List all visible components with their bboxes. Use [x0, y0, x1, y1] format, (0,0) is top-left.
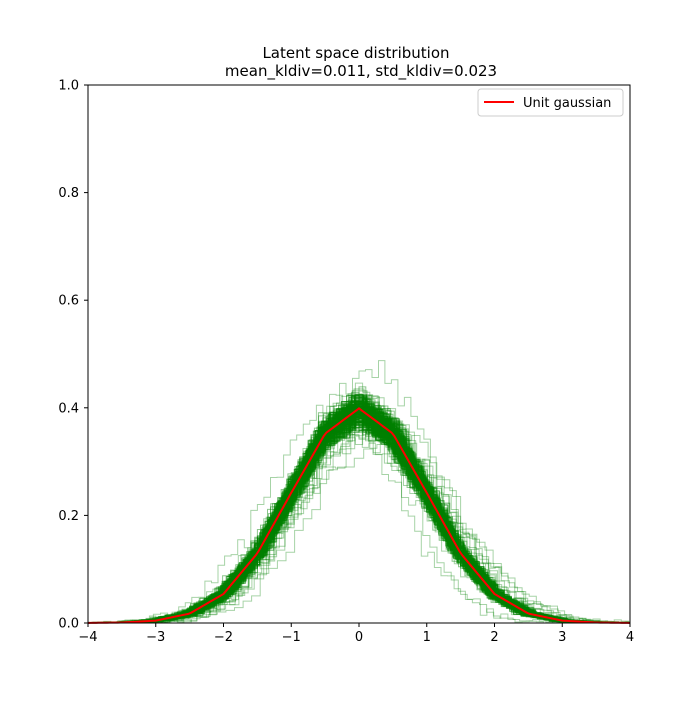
- histogram-step-line: [88, 415, 630, 624]
- histogram-step-line: [88, 400, 630, 624]
- histogram-step-line: [88, 412, 630, 624]
- histogram-step-line: [88, 415, 630, 624]
- x-tick-label: −3: [146, 630, 165, 645]
- histogram-step-line: [88, 409, 630, 624]
- histogram-step-line: [88, 409, 630, 624]
- histogram-step-line: [88, 407, 630, 624]
- histogram-step-line: [88, 399, 630, 624]
- histogram-step-line: [88, 360, 630, 624]
- y-axis: 0.0 0.2 0.4 0.6 0.8 1.0: [58, 79, 88, 632]
- x-tick-label: 4: [626, 630, 634, 645]
- x-tick-label: −1: [282, 630, 301, 645]
- x-tick-label: 3: [558, 630, 566, 645]
- legend: Unit gaussian: [477, 88, 624, 117]
- histogram-step-line: [88, 401, 630, 624]
- histogram-step-line: [88, 409, 630, 624]
- histogram-step-line: [88, 400, 630, 624]
- histogram-step-line: [88, 394, 630, 624]
- histogram-step-line: [88, 393, 630, 624]
- histogram-step-line: [88, 427, 630, 624]
- histogram-step-line: [88, 394, 630, 624]
- chart-title-line2: mean_kldiv=0.011, std_kldiv=0.023: [225, 62, 497, 81]
- histogram-step-line: [88, 423, 630, 624]
- histogram-step-line: [88, 394, 630, 624]
- histogram-step-line: [88, 422, 630, 624]
- histogram-step-line: [88, 405, 630, 624]
- x-tick-label: −4: [78, 630, 97, 645]
- histogram-step-line: [88, 401, 630, 624]
- histogram-step-line: [88, 400, 630, 624]
- histogram-step-line: [88, 408, 630, 624]
- y-tick-label: 0.2: [58, 509, 79, 524]
- histogram-step-line: [88, 406, 630, 624]
- histogram-step-line: [88, 395, 630, 624]
- histogram-step-line: [88, 398, 630, 624]
- x-axis: −4 −3 −2 −1 0 1 2 3 4: [78, 623, 634, 645]
- chart-title-line1: Latent space distribution: [262, 44, 449, 62]
- legend-label-unit-gaussian: Unit gaussian: [523, 96, 611, 111]
- plot-area: [88, 85, 630, 623]
- histogram-step-line: [88, 415, 630, 624]
- histogram-step-line: [88, 419, 630, 624]
- histogram-step-line: [88, 404, 630, 624]
- histogram-step-line: [88, 394, 630, 624]
- histogram-step-line: [88, 395, 630, 624]
- histogram-step-line: [87, 411, 630, 624]
- histogram-step-line: [88, 420, 630, 624]
- unit-gaussian-line: [87, 407, 631, 624]
- x-tick-label: 0: [355, 630, 363, 645]
- y-tick-label: 0.8: [58, 186, 79, 201]
- y-tick-label: 1.0: [58, 79, 79, 94]
- histogram-step-line: [88, 428, 630, 624]
- x-tick-label: 2: [490, 630, 498, 645]
- x-tick-label: −2: [214, 630, 233, 645]
- histogram-step-line: [88, 413, 630, 624]
- histogram-step-line: [88, 418, 630, 624]
- histogram-step-line: [88, 406, 630, 624]
- histogram-step-line: [88, 398, 630, 624]
- histogram-step-line: [88, 423, 630, 624]
- histogram-step-line: [88, 415, 630, 624]
- histogram-step-line: [88, 412, 630, 624]
- histogram-step-line: [88, 420, 630, 624]
- histogram-step-line: [88, 408, 630, 624]
- y-tick-label: 0.6: [58, 294, 79, 309]
- y-tick-label: 0.0: [58, 617, 79, 632]
- histogram-step-line: [88, 407, 630, 624]
- x-tick-label: 1: [423, 630, 431, 645]
- y-tick-label: 0.4: [58, 401, 79, 416]
- line-layer: [87, 407, 631, 624]
- legend-box: [477, 88, 624, 117]
- histogram-step-line: [88, 401, 630, 624]
- histogram-step-line: [88, 394, 630, 624]
- histogram-step-line: [88, 405, 630, 624]
- histogram-step-line: [88, 425, 630, 624]
- histogram-step-line: [88, 401, 630, 624]
